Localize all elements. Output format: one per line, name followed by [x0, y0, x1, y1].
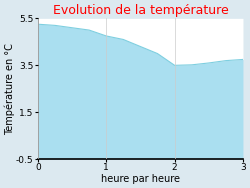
X-axis label: heure par heure: heure par heure	[101, 174, 180, 184]
Title: Evolution de la température: Evolution de la température	[52, 4, 228, 17]
Y-axis label: Température en °C: Température en °C	[4, 43, 15, 135]
